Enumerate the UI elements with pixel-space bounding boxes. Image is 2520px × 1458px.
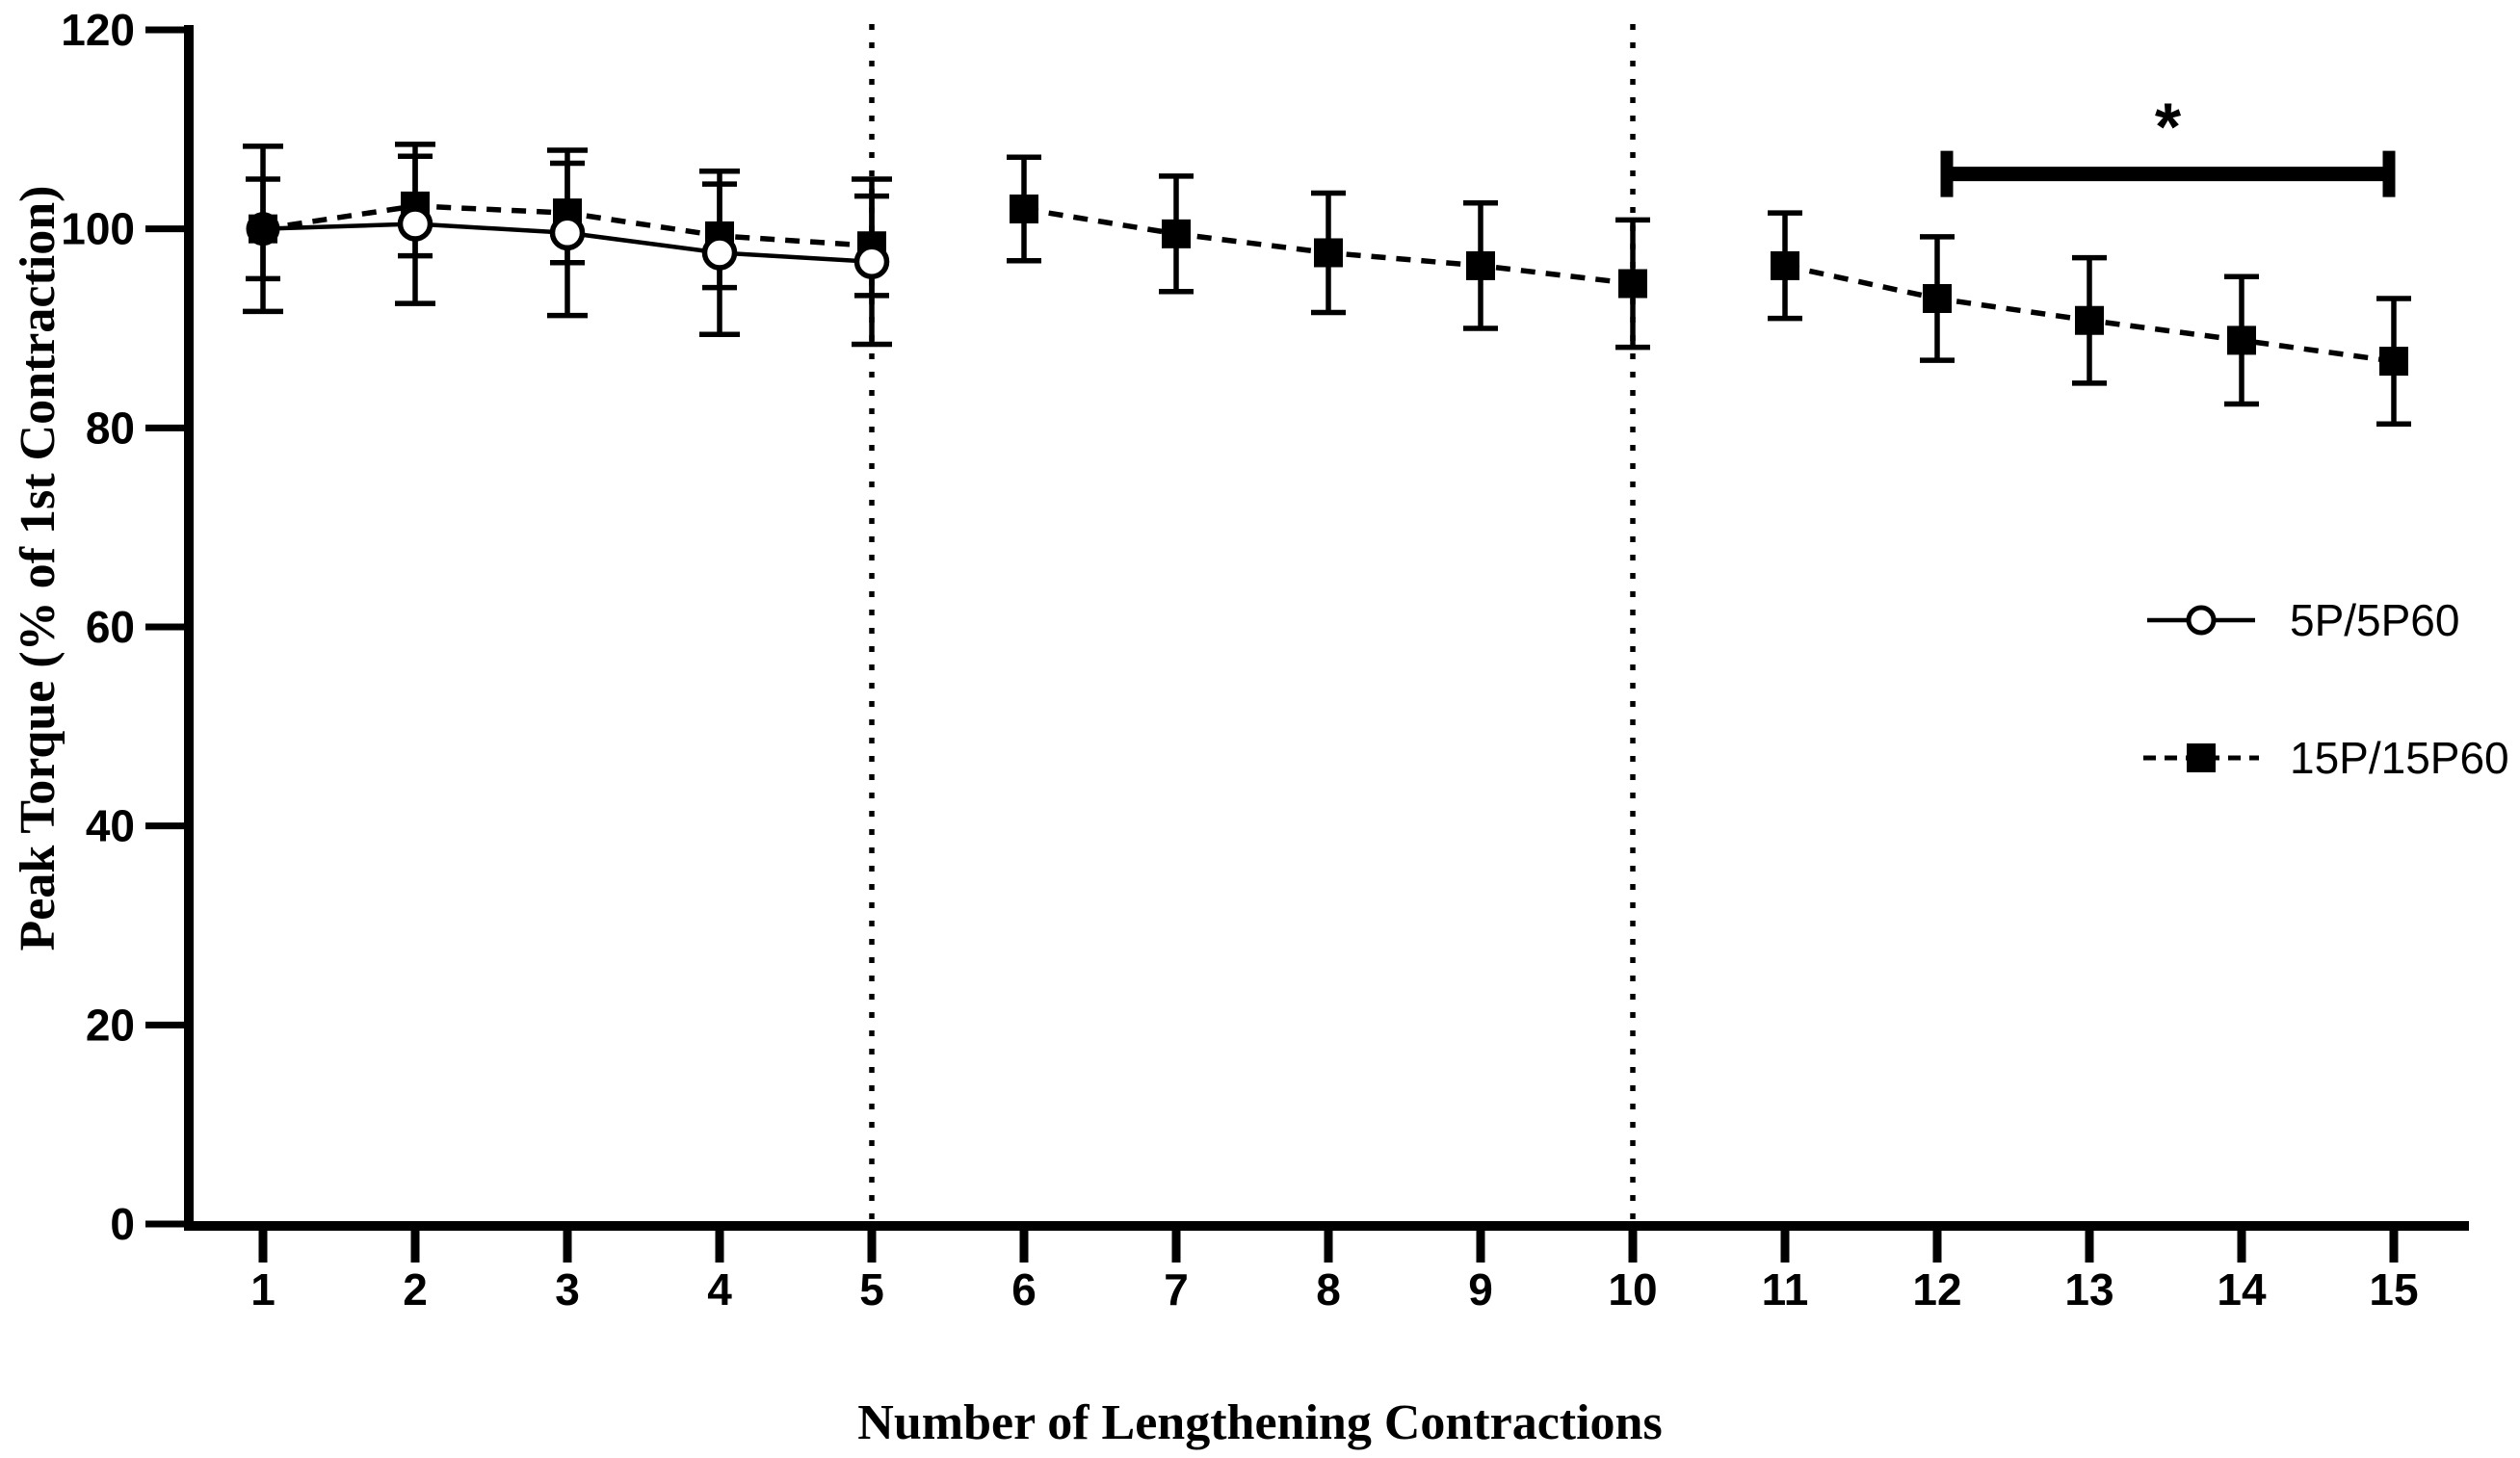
x-tick-label-1: 1 (250, 1264, 276, 1315)
x-tick-label-12: 12 (1912, 1264, 1961, 1315)
marker-circle-3 (549, 215, 586, 251)
y-tick-label-0: 0 (110, 1199, 135, 1249)
marker-square-12 (1923, 284, 1952, 314)
x-tick-label-14: 14 (2217, 1264, 2267, 1315)
marker-square-15 (2379, 347, 2408, 377)
marker-square-8 (1314, 238, 1343, 268)
legend-marker-open-circle-icon (2147, 605, 2255, 636)
x-tick-label-13: 13 (2064, 1264, 2113, 1315)
marker-circle-2 (397, 206, 433, 242)
x-tick-label-3: 3 (555, 1264, 580, 1315)
y-tick-label-40: 40 (86, 801, 135, 851)
y-tick-label-80: 80 (86, 403, 135, 453)
x-tick-label-2: 2 (403, 1264, 428, 1315)
legend-label-5P: 5P/5P60 (2290, 595, 2460, 645)
y-tick-label-120: 120 (61, 5, 135, 55)
x-tick-label-5: 5 (859, 1264, 884, 1315)
y-tick-label-20: 20 (86, 1000, 135, 1050)
marker-circle-filled-1 (246, 212, 280, 247)
marker-circle-4 (701, 235, 738, 271)
y-tick-label-60: 60 (86, 602, 135, 652)
x-tick-label-10: 10 (1608, 1264, 1657, 1315)
y-axis-title: Peak Torque (% of 1st Contraction) (11, 185, 66, 951)
legend-label-15P: 15P/15P60 (2290, 733, 2509, 783)
sig-asterisk: * (2155, 90, 2182, 165)
x-tick-label-7: 7 (1164, 1264, 1189, 1315)
x-axis-title: Number of Lengthening Contractions (857, 1395, 1663, 1450)
marker-square-14 (2227, 325, 2256, 355)
marker-square-11 (1771, 250, 1799, 280)
marker-square-9 (1466, 250, 1495, 280)
x-tick-label-6: 6 (1011, 1264, 1037, 1315)
x-tick-label-11: 11 (1762, 1264, 1809, 1315)
marker-square-13 (2075, 305, 2104, 335)
x-tick-label-8: 8 (1316, 1264, 1341, 1315)
marker-circle-5 (853, 244, 890, 280)
x-tick-label-15: 15 (2369, 1264, 2418, 1315)
legend-entry-5P: 5P/5P60 (2143, 589, 2509, 651)
y-tick-label-100: 100 (61, 204, 135, 254)
legend-entry-15P: 15P/15P60 (2143, 727, 2509, 789)
x-tick-label-9: 9 (1468, 1264, 1493, 1315)
legend-marker-filled-square-icon (2143, 743, 2259, 772)
legend: 5P/5P60 15P/15P60 (2143, 589, 2509, 789)
marker-square-10 (1618, 269, 1647, 299)
marker-square-7 (1162, 219, 1191, 248)
marker-square-6 (1010, 195, 1038, 224)
x-tick-label-4: 4 (707, 1264, 732, 1315)
